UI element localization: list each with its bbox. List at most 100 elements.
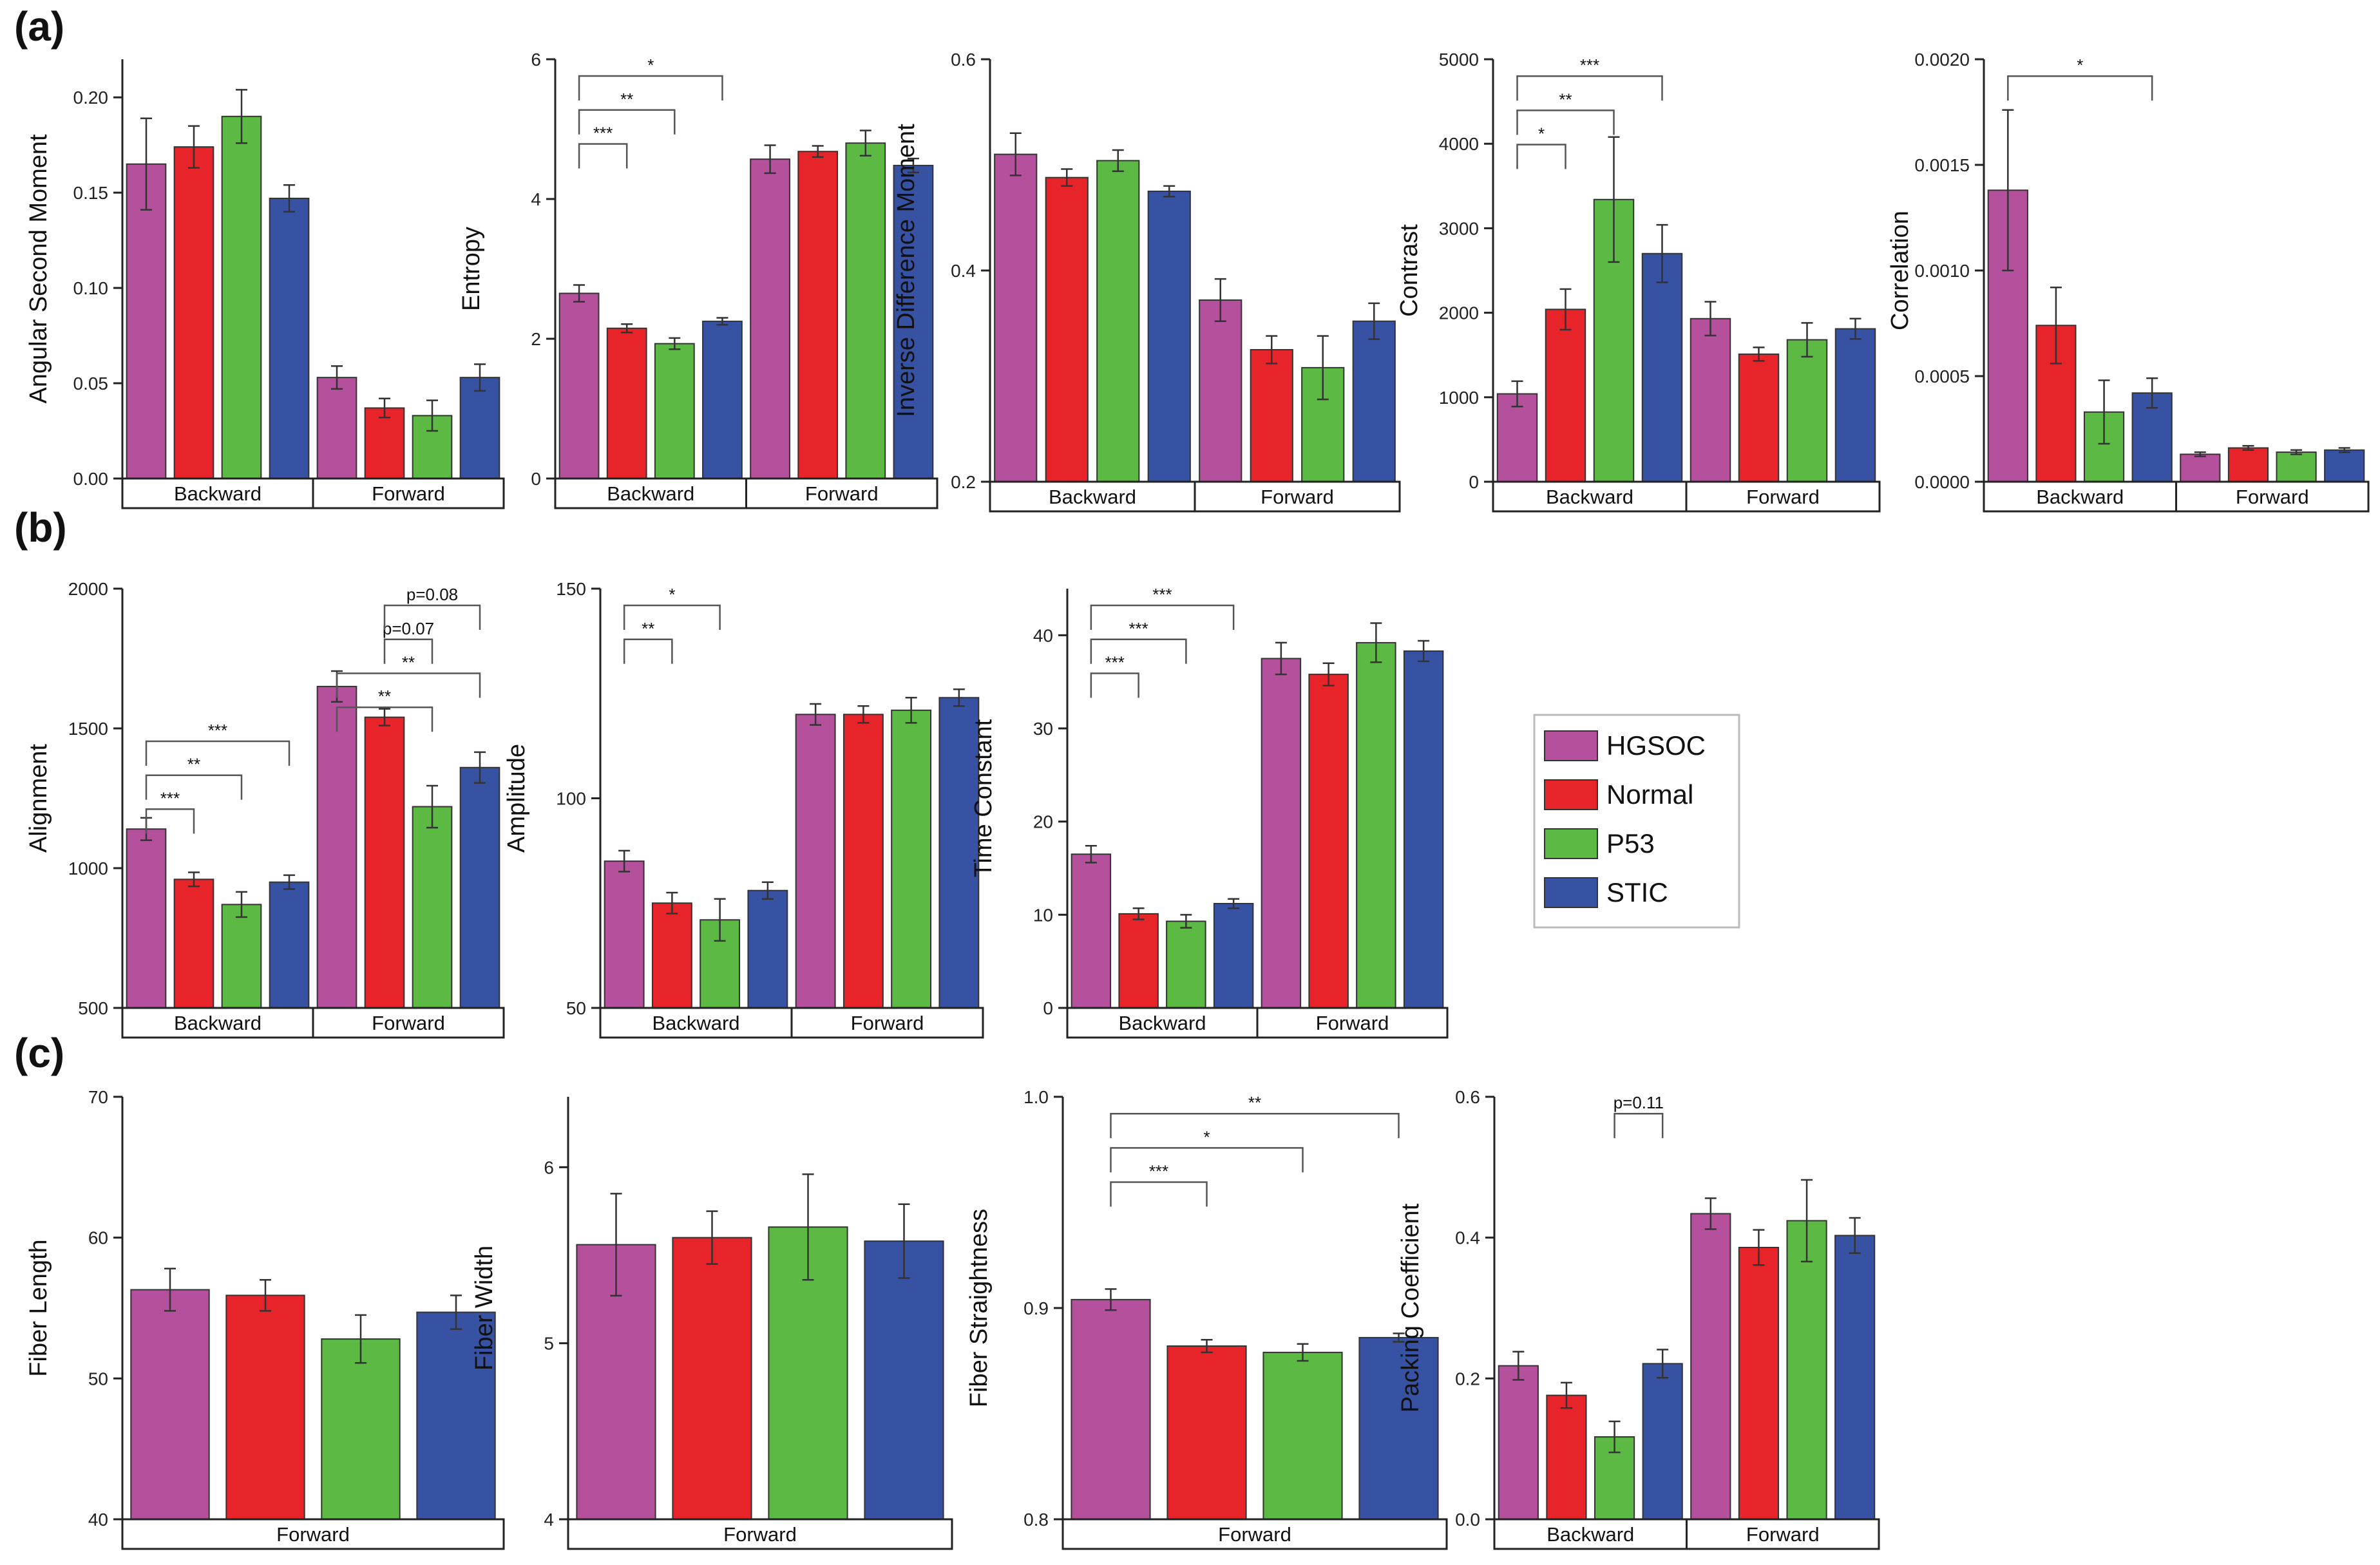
legend-swatch bbox=[1544, 877, 1598, 908]
bar bbox=[1213, 902, 1254, 1009]
significance-bracket bbox=[578, 109, 676, 135]
group-label: Backward bbox=[1547, 1523, 1634, 1546]
y-tick-label: 60 bbox=[88, 1228, 108, 1248]
bar bbox=[1045, 176, 1089, 482]
group-box bbox=[745, 477, 938, 509]
group-box bbox=[1685, 480, 1881, 513]
panel-label-a: (a) bbox=[14, 3, 65, 50]
panel-label-b: (b) bbox=[14, 504, 67, 551]
bar bbox=[891, 709, 932, 1009]
bar bbox=[459, 766, 500, 1009]
y-tick-label: 0.0020 bbox=[1914, 50, 1970, 70]
y-tick-label: 0.20 bbox=[73, 88, 109, 108]
legend-swatch bbox=[1544, 828, 1598, 859]
y-tick-label: 0.2 bbox=[951, 472, 976, 492]
group-label: Forward bbox=[372, 482, 445, 505]
bar bbox=[221, 904, 262, 1009]
bar bbox=[606, 327, 647, 479]
y-tick-label: 0 bbox=[1043, 998, 1053, 1018]
significance-label: ** bbox=[378, 687, 391, 706]
y-tick-label: 0.0010 bbox=[1914, 261, 1970, 281]
bar bbox=[2276, 451, 2317, 483]
significance-label: ** bbox=[620, 90, 633, 109]
group-label: Backward bbox=[174, 1012, 262, 1034]
bar bbox=[1834, 328, 1876, 483]
y-axis-label: Packing Coefficient bbox=[1397, 1203, 1424, 1412]
bar bbox=[654, 343, 695, 479]
group-box bbox=[599, 1007, 793, 1039]
bar bbox=[1166, 920, 1206, 1009]
chart-5: 500 1000 1500 2000 Alignment Backward Forward *… bbox=[25, 579, 505, 1039]
significance-bracket bbox=[1110, 1112, 1400, 1139]
bar bbox=[651, 902, 692, 1009]
significance-label: *** bbox=[593, 124, 613, 143]
y-tick-label: 0.6 bbox=[951, 50, 976, 70]
y-tick-label: 0.0 bbox=[1455, 1510, 1480, 1530]
group-label: Forward bbox=[1218, 1523, 1291, 1546]
group-box bbox=[312, 1007, 505, 1039]
group-box bbox=[989, 480, 1196, 513]
significance-label: *** bbox=[208, 721, 227, 740]
bar bbox=[2324, 449, 2365, 482]
group-label: Backward bbox=[652, 1012, 739, 1034]
y-tick-label: 1500 bbox=[68, 719, 108, 739]
y-axis-label: Entropy bbox=[458, 227, 485, 311]
significance-bracket bbox=[1516, 75, 1663, 101]
significance-label: * bbox=[669, 585, 675, 604]
group-label: Forward bbox=[805, 482, 879, 505]
y-tick-label: 40 bbox=[88, 1510, 108, 1530]
y-tick-label: 6 bbox=[544, 1157, 554, 1177]
y-tick-label: 5 bbox=[544, 1334, 554, 1354]
bar bbox=[1358, 1336, 1439, 1520]
significance-bracket bbox=[1090, 672, 1139, 698]
bar bbox=[225, 1295, 305, 1520]
group-label: Backward bbox=[607, 482, 694, 505]
bar bbox=[558, 292, 600, 479]
significance-label: *** bbox=[1152, 585, 1172, 604]
bar bbox=[416, 1311, 496, 1521]
bar bbox=[797, 151, 839, 479]
bar bbox=[126, 163, 167, 479]
bar bbox=[1546, 1394, 1587, 1520]
y-tick-label: 4 bbox=[531, 189, 541, 209]
bar bbox=[864, 1240, 944, 1520]
bar bbox=[2180, 453, 2221, 482]
bar bbox=[364, 716, 405, 1009]
bar bbox=[1199, 299, 1242, 482]
significance-bracket bbox=[145, 808, 195, 834]
bar bbox=[1356, 641, 1396, 1009]
group-box bbox=[2175, 480, 2370, 513]
y-tick-label: 50 bbox=[88, 1369, 108, 1389]
y-tick-label: 2 bbox=[531, 329, 541, 349]
group-label: Backward bbox=[174, 482, 262, 505]
bar bbox=[1738, 1246, 1780, 1521]
group-box bbox=[567, 1518, 953, 1550]
group-label: Backward bbox=[1546, 486, 1633, 508]
group-label: Forward bbox=[723, 1523, 797, 1546]
bar bbox=[1403, 650, 1444, 1009]
significance-bracket bbox=[1110, 1147, 1304, 1173]
group-label: Backward bbox=[1049, 486, 1136, 508]
bar bbox=[1738, 353, 1780, 482]
y-tick-label: 0.9 bbox=[1023, 1298, 1049, 1318]
significance-bracket bbox=[623, 604, 721, 631]
chart-0: 0.00 0.05 0.10 0.15 0.20 Angular Second Momen… bbox=[25, 59, 505, 509]
y-axis-label: Angular Second Moment bbox=[25, 134, 52, 404]
chart-3: 0 1000 2000 3000 4000 5000 Contrast Backward For… bbox=[1396, 50, 1881, 513]
y-tick-label: 0.05 bbox=[73, 374, 109, 394]
significance-label: ** bbox=[642, 619, 654, 638]
significance-bracket bbox=[383, 638, 433, 664]
y-tick-label: 0.10 bbox=[73, 278, 109, 298]
group-label: Forward bbox=[1316, 1012, 1389, 1034]
group-label: Forward bbox=[851, 1012, 924, 1034]
bar bbox=[1071, 853, 1112, 1009]
y-axis-label: Alignment bbox=[25, 744, 52, 853]
y-axis-label: Time Constant bbox=[970, 719, 997, 877]
y-tick-label: 70 bbox=[88, 1087, 108, 1107]
bar bbox=[1642, 1363, 1683, 1520]
significance-bracket bbox=[1516, 144, 1566, 169]
y-tick-label: 500 bbox=[78, 998, 108, 1018]
y-tick-label: 0.2 bbox=[1455, 1369, 1480, 1389]
